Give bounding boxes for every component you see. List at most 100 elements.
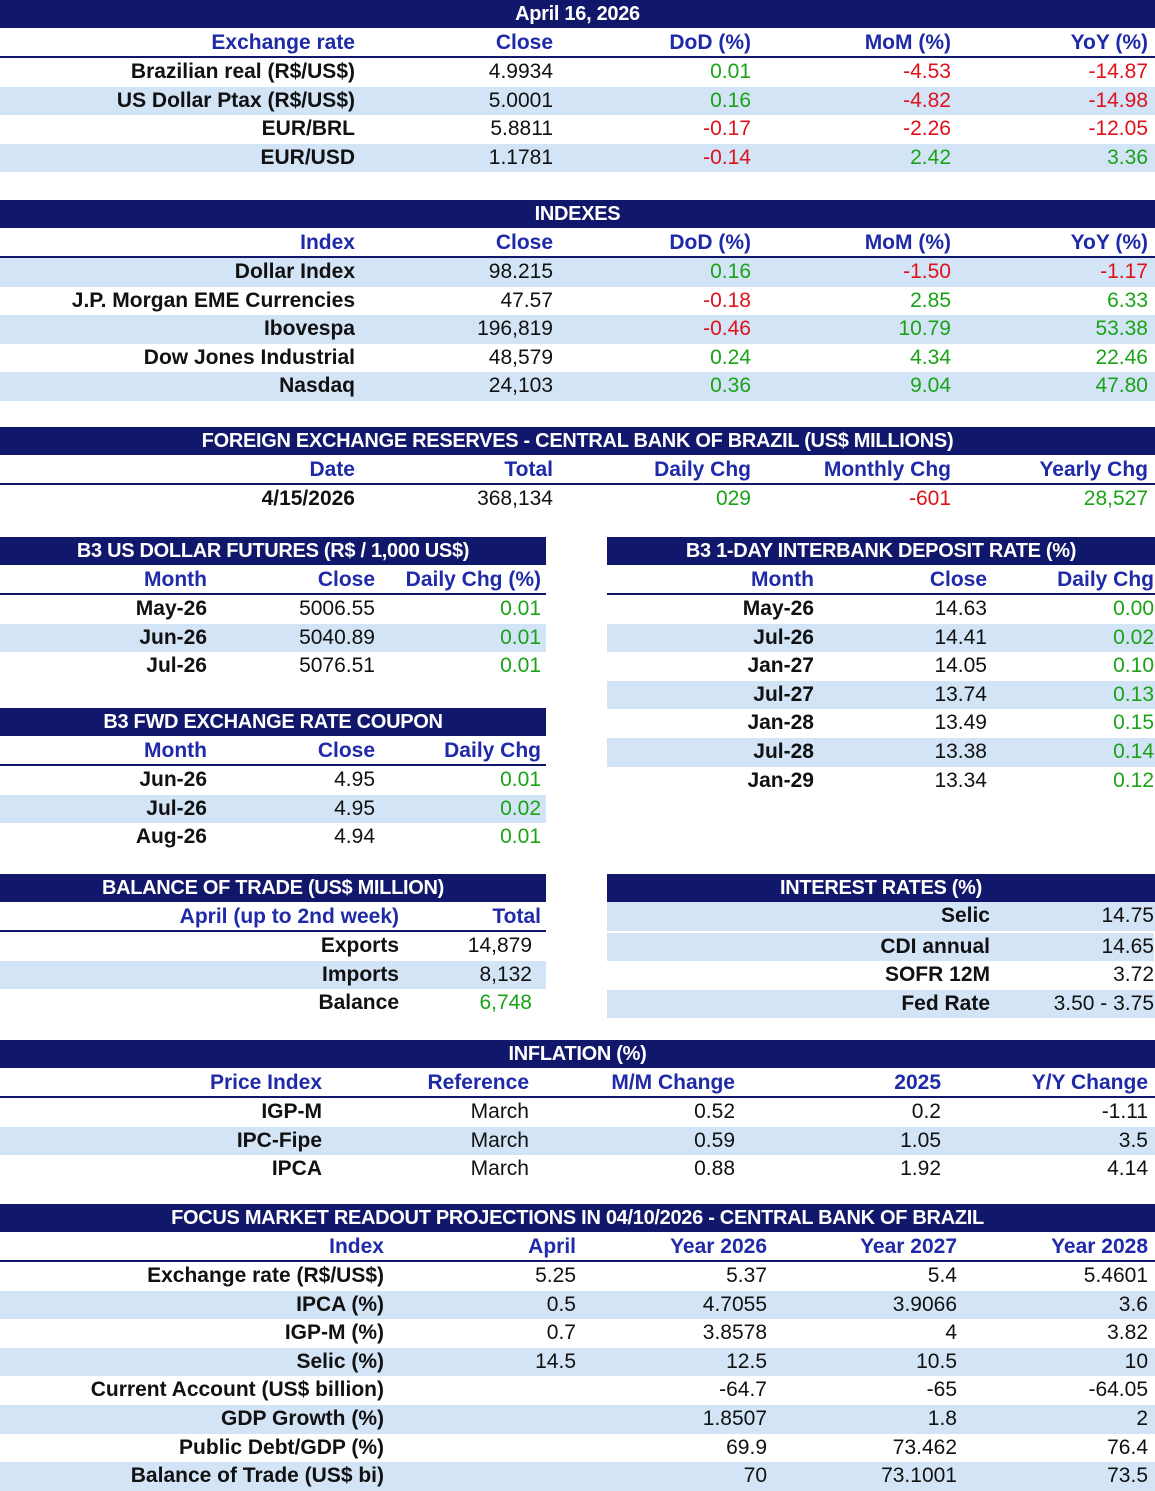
header-cell: Year 2026 [670, 1235, 767, 1258]
year-2026-value: 4.7055 [702, 1292, 767, 1316]
close-value: 4.95 [334, 768, 375, 791]
dod-value: -0.14 [703, 145, 751, 169]
row-label: IPC-Fipe [236, 1128, 322, 1152]
month-cell: Jan-27 [747, 654, 814, 678]
table-row: Dow Jones Industrial 48,579 0.24 4.34 22… [0, 344, 1155, 373]
yoy-value: -14.98 [1088, 88, 1148, 112]
year-2027-value: 73.462 [892, 1435, 957, 1459]
close-value: 13.74 [934, 682, 987, 706]
total-value: 6,748 [479, 991, 532, 1015]
year-2028-value: 76.4 [1107, 1435, 1148, 1459]
table-row: Ibovespa 196,819 -0.46 10.79 53.38 [0, 315, 1155, 344]
header-cell: Close [317, 568, 375, 591]
dod-value: 0.01 [710, 60, 751, 83]
dod-value: -0.18 [703, 288, 751, 312]
april-value: 14.5 [535, 1349, 576, 1373]
indexes-table: INDEXES Index Close DoD (%) MoM (%) YoY … [0, 200, 1155, 401]
focus-projections-title: FOCUS MARKET READOUT PROJECTIONS IN 04/1… [0, 1204, 1155, 1232]
mom-value: -1.50 [903, 260, 951, 283]
month-cell: Jan-29 [747, 768, 814, 792]
rate-value: 14.65 [990, 932, 1154, 962]
daily-chg-value: 0.00 [1113, 597, 1154, 620]
daily-chg-value: 0.02 [500, 796, 541, 820]
table-row: May-26 5006.55 0.01 [0, 595, 546, 624]
row-label: Public Debt/GDP (%) [179, 1435, 384, 1459]
row-label: Imports [321, 962, 399, 986]
rate-value: 14.75 [1101, 904, 1154, 927]
table-header: Month Close Daily Chg (%) [0, 565, 546, 595]
row-label: Current Account (US$ billion) [90, 1378, 384, 1402]
daily-chg-value: 0.14 [1113, 739, 1154, 763]
row-label: IGP-M [261, 1100, 322, 1123]
reserves-date: 4/15/2026 [261, 487, 355, 510]
reference-value: March [470, 1128, 529, 1152]
close-value: 24,103 [488, 374, 553, 398]
daily-chg-value: 0.01 [500, 825, 541, 849]
header-cell: Daily Chg (%) [405, 568, 541, 591]
table-row: IPCA (%) 0.5 4.7055 3.9066 3.6 [0, 1290, 1155, 1320]
table-header: Index April Year 2026 Year 2027 Year 202… [0, 1232, 1155, 1262]
yy-change-value: 4.14 [1107, 1157, 1148, 1181]
year-2026-value: 5.37 [726, 1264, 767, 1287]
header-cell: Index [300, 231, 355, 254]
table-row: Jan-29 13.34 0.12 [607, 767, 1155, 796]
month-cell: Jan-28 [747, 711, 814, 735]
indexes-title: INDEXES [0, 200, 1155, 228]
exchange-rate-title: April 16, 2026 [0, 0, 1155, 28]
dod-value: -0.17 [703, 117, 751, 141]
mom-value: 2.85 [910, 288, 951, 312]
close-value: 5006.55 [299, 597, 375, 620]
table-row: Dollar Index 98.215 0.16 -1.50 -1.17 [0, 258, 1155, 287]
row-label: IPCA [271, 1157, 322, 1181]
close-value: 4.94 [334, 825, 375, 849]
table-row: Jul-26 5076.51 0.01 [0, 652, 546, 681]
year-2028-value: 2 [1136, 1406, 1148, 1430]
daily-chg-value: 0.02 [1113, 625, 1154, 649]
yoy-value: -1.17 [1100, 260, 1148, 283]
header-cell: Close [929, 568, 987, 591]
month-cell: Jul-28 [753, 739, 814, 763]
mom-value: -4.53 [903, 60, 951, 83]
row-label: Brazilian real (R$/US$) [130, 60, 355, 83]
header-cell: Year 2028 [1051, 1235, 1148, 1258]
dollar-futures-table: B3 US DOLLAR FUTURES (R$ / 1,000 US$) Mo… [0, 537, 546, 681]
header-cell: Total [504, 458, 553, 481]
interbank-rate-title: B3 1-DAY INTERBANK DEPOSIT RATE (%) [607, 537, 1155, 565]
table-row: Jun-26 4.95 0.01 [0, 766, 546, 795]
header-cell: Date [309, 458, 355, 481]
row-label: Balance of Trade (US$ bi) [130, 1464, 384, 1488]
table-header: Price Index Reference M/M Change 2025 Y/… [0, 1068, 1155, 1098]
year-2026-value: 1.8507 [702, 1406, 767, 1430]
april-value [384, 1405, 576, 1434]
balance-of-trade-title: BALANCE OF TRADE (US$ MILLION) [0, 874, 546, 902]
header-cell: YoY (%) [1070, 31, 1148, 54]
april-value [384, 1462, 576, 1491]
table-row: US Dollar Ptax (R$/US$) 5.0001 0.16 -4.8… [0, 86, 1155, 116]
mom-value: -2.26 [903, 117, 951, 141]
year-2028-value: 5.4601 [1083, 1264, 1148, 1287]
yoy-value: 3.36 [1107, 145, 1148, 169]
year-2027-value: 3.9066 [892, 1292, 957, 1316]
yoy-value: -14.87 [1088, 60, 1148, 83]
close-value: 5.0001 [488, 88, 553, 112]
mom-value: 9.04 [910, 374, 951, 398]
table-row: IGP-M March 0.52 0.2 -1.11 [0, 1098, 1155, 1127]
header-cell: Close [495, 31, 553, 54]
daily-chg-value: 0.01 [500, 597, 541, 620]
year-value: 1.92 [900, 1157, 941, 1181]
header-cell: Close [495, 231, 553, 254]
inflation-table: INFLATION (%) Price Index Reference M/M … [0, 1040, 1155, 1184]
table-row: Jul-26 14.41 0.02 [607, 623, 1155, 653]
year-2026-value: 70 [743, 1464, 767, 1488]
daily-chg-value: 0.01 [500, 768, 541, 791]
daily-chg-value: 0.01 [500, 654, 541, 678]
row-label: CDI annual [607, 932, 990, 962]
close-value: 4.95 [334, 796, 375, 820]
close-value: 13.34 [934, 768, 987, 792]
table-row: Aug-26 4.94 0.01 [0, 823, 546, 852]
table-row: Jul-27 13.74 0.13 [607, 680, 1155, 710]
header-cell: Daily Chg [654, 458, 751, 481]
rate-value: 3.50 - 3.75 [1053, 991, 1154, 1015]
month-cell: Jul-26 [146, 796, 207, 820]
table-row: J.P. Morgan EME Currencies 47.57 -0.18 2… [0, 287, 1155, 316]
